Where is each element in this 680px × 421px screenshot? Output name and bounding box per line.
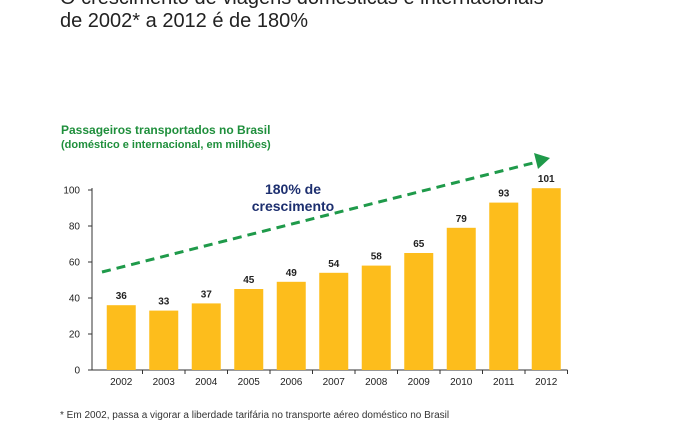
bar bbox=[276, 281, 306, 370]
y-tick-label: 100 bbox=[63, 186, 80, 197]
bar-value-label: 54 bbox=[328, 259, 340, 270]
y-tick-label: 20 bbox=[69, 330, 81, 341]
bar-value-label: 49 bbox=[286, 268, 298, 279]
bar-value-label: 79 bbox=[456, 214, 468, 225]
x-tick-label: 2008 bbox=[365, 377, 388, 388]
headline-line-2: de 2002* a 2012 é de 180% bbox=[60, 10, 308, 32]
bar bbox=[404, 253, 434, 370]
bar bbox=[319, 272, 349, 370]
bar-value-label: 37 bbox=[201, 289, 213, 300]
bar bbox=[191, 303, 221, 370]
chart-title: Passageiros transportados no Brasil bbox=[61, 123, 271, 137]
y-tick-label: 40 bbox=[69, 294, 81, 305]
y-tick-label: 80 bbox=[69, 222, 81, 233]
y-tick-label: 60 bbox=[69, 258, 81, 269]
bar-value-label: 58 bbox=[371, 252, 383, 263]
growth-annotation-line-2: crescimento bbox=[252, 198, 334, 214]
chart-bars: 36 33 37 45 49 54 58 65 79 93 101 bbox=[106, 174, 561, 370]
x-tick-label: 2012 bbox=[535, 377, 558, 388]
chart-axes: 0 20 40 60 80 100 2002 2003 2004 2005 2006 2007 2008… bbox=[63, 186, 568, 388]
x-tick-label: 2010 bbox=[450, 377, 473, 388]
bar-value-label: 36 bbox=[116, 291, 128, 302]
bar bbox=[531, 188, 561, 370]
x-tick-label: 2003 bbox=[153, 377, 176, 388]
x-tick-label: 2002 bbox=[110, 377, 133, 388]
x-tick-label: 2006 bbox=[280, 377, 303, 388]
bar-value-label: 93 bbox=[498, 189, 510, 200]
bar-value-label: 101 bbox=[538, 174, 555, 185]
bar bbox=[234, 289, 264, 370]
y-tick-label: 0 bbox=[74, 366, 80, 377]
bar bbox=[106, 305, 136, 370]
growth-annotation-line-1: 180% de bbox=[265, 181, 321, 197]
bar-value-label: 33 bbox=[158, 297, 170, 308]
headline-line-1: O crescimento de viagens domésticas e in… bbox=[60, 0, 544, 10]
trend-arrow-head bbox=[534, 153, 550, 169]
x-tick-label: 2004 bbox=[195, 377, 218, 388]
x-tick-label: 2007 bbox=[323, 377, 346, 388]
bar bbox=[489, 202, 519, 370]
chart-subtitle: (doméstico e internacional, em milhões) bbox=[61, 139, 271, 151]
bar bbox=[149, 310, 179, 370]
x-tick-label: 2011 bbox=[493, 377, 515, 388]
bar bbox=[361, 265, 391, 370]
bar-value-label: 45 bbox=[243, 275, 255, 286]
bar bbox=[446, 227, 476, 370]
x-tick-label: 2005 bbox=[238, 377, 261, 388]
x-tick-label: 2009 bbox=[408, 377, 431, 388]
footnote: * Em 2002, passa a vigorar a liberdade t… bbox=[60, 410, 450, 421]
bar-value-label: 65 bbox=[413, 239, 425, 250]
